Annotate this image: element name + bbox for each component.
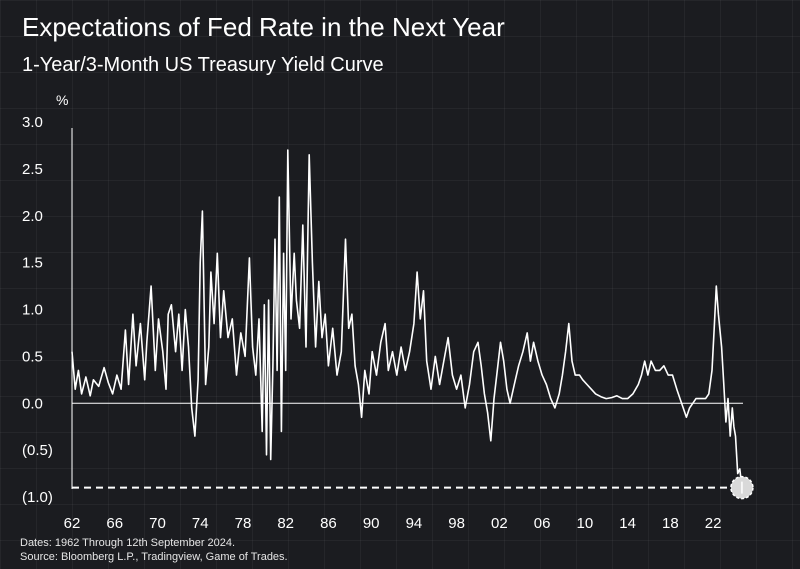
x-tick-label: 66: [106, 515, 123, 532]
x-tick-label: 82: [277, 515, 294, 532]
x-tick-label: 90: [363, 515, 380, 532]
y-axis-ticks: 3.0 2.5 2.0 1.5 1.0 0.5 0.0 (0.5) (1.0): [22, 114, 53, 506]
footer-dates: Dates: 1962 Through 12th September 2024.: [20, 537, 236, 549]
x-tick-label: 10: [577, 515, 594, 532]
series-line: [71, 149, 743, 488]
x-tick-label: 62: [64, 515, 81, 532]
y-tick-label: (1.0): [22, 489, 53, 506]
x-tick-label: 14: [619, 515, 636, 532]
y-tick-label: 0.0: [22, 395, 43, 412]
y-tick-label: 2.0: [22, 208, 43, 225]
x-tick-label: 70: [149, 515, 166, 532]
x-tick-label: 06: [534, 515, 551, 532]
x-tick-label: 18: [662, 515, 679, 532]
x-tick-label: 74: [192, 515, 209, 532]
y-tick-label: 3.0: [22, 114, 43, 131]
chart-title: Expectations of Fed Rate in the Next Yea…: [22, 12, 505, 42]
y-tick-label: 1.5: [22, 255, 43, 272]
y-axis-unit-label: %: [56, 92, 68, 108]
x-axis-ticks: 62 66 70 74 78 82 86 90 94 98 02 06 10 14 18 22: [64, 515, 722, 532]
chart-subtitle: 1-Year/3-Month US Treasury Yield Curve: [22, 54, 384, 76]
x-tick-label: 98: [448, 515, 465, 532]
x-tick-label: 78: [235, 515, 252, 532]
x-tick-label: 86: [320, 515, 337, 532]
footer-source: Source: Bloomberg L.P., Tradingview, Gam…: [20, 551, 288, 563]
chart-footer: Dates: 1962 Through 12th September 2024.…: [20, 536, 288, 564]
y-tick-label: 0.5: [22, 348, 43, 365]
x-tick-label: 02: [491, 515, 508, 532]
y-tick-label: 1.0: [22, 302, 43, 319]
y-tick-label: (0.5): [22, 442, 53, 459]
x-tick-label: 94: [406, 515, 423, 532]
x-tick-label: 22: [705, 515, 722, 532]
latest-value-marker: [730, 475, 754, 500]
y-tick-label: 2.5: [22, 161, 43, 178]
